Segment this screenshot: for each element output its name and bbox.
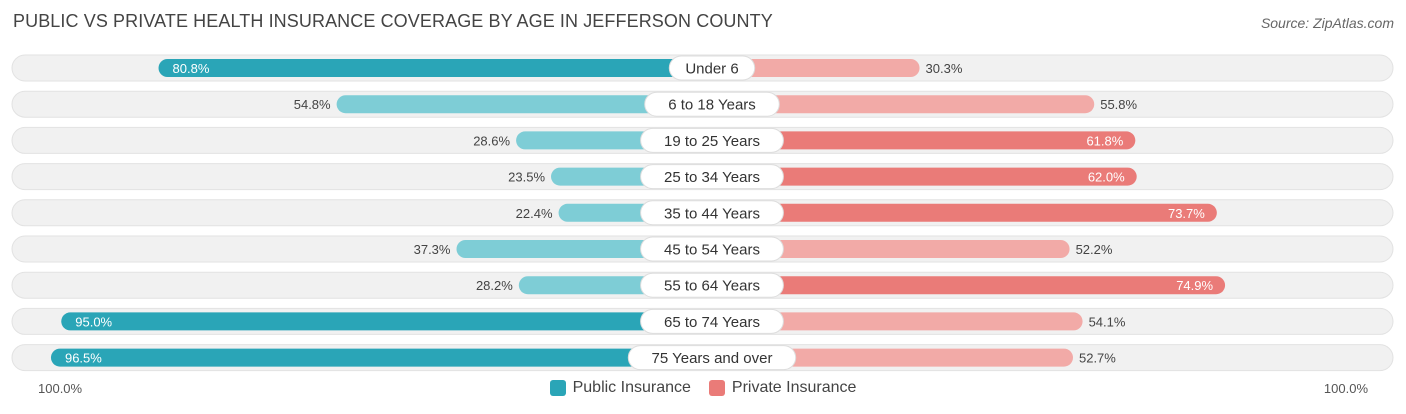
category-pill [644, 91, 780, 117]
private-bar[interactable] [712, 203, 1217, 222]
private-value-label: 30.3% [926, 61, 963, 76]
chart-title: PUBLIC VS PRIVATE HEALTH INSURANCE COVER… [13, 11, 773, 31]
private-bar[interactable] [712, 240, 1070, 258]
public-bar[interactable] [158, 59, 712, 77]
category-label: 19 to 25 Years [664, 133, 760, 150]
public-value-label: 23.5% [508, 170, 545, 185]
category-pill [640, 236, 784, 262]
legend-label-private: Private Insurance [731, 379, 857, 396]
public-value-label: 28.6% [473, 133, 510, 148]
legend-swatch-public [549, 380, 566, 396]
public-value-label: 22.4% [516, 206, 553, 221]
category-pill [640, 308, 784, 334]
category-label: 55 to 64 Years [664, 278, 760, 295]
public-bar[interactable] [50, 348, 713, 367]
category-pill [640, 200, 784, 226]
private-bar[interactable] [712, 59, 920, 77]
private-value-label: 73.7% [1168, 206, 1205, 221]
axis-right-label: 100.0% [1323, 381, 1368, 396]
private-bar[interactable] [712, 312, 1083, 331]
category-label: 6 to 18 Years [668, 97, 756, 114]
axis-left-label: 100.0% [38, 381, 83, 396]
category-pill [640, 127, 784, 153]
public-bar[interactable] [61, 312, 712, 331]
private-value-label: 55.8% [1100, 97, 1137, 112]
category-label: 45 to 54 Years [664, 242, 760, 259]
private-bar[interactable] [712, 131, 1136, 150]
legend-item-private[interactable]: Private Insurance [708, 379, 857, 397]
public-value-label: 37.3% [414, 242, 451, 257]
legend-swatch-private [708, 380, 725, 396]
private-value-label: 61.8% [1086, 133, 1123, 148]
private-value-label: 74.9% [1176, 278, 1213, 293]
category-pill [668, 55, 756, 81]
private-value-label: 52.7% [1079, 351, 1116, 366]
legend-label-public: Public Insurance [572, 379, 691, 396]
private-value-label: 62.0% [1088, 170, 1125, 185]
category-label: 75 Years and over [652, 350, 773, 367]
private-bar[interactable] [712, 276, 1226, 295]
source-label: Source: ZipAtlas.com [1260, 15, 1394, 31]
private-value-label: 54.1% [1089, 314, 1126, 329]
public-value-label: 54.8% [294, 97, 331, 112]
private-bar[interactable] [712, 348, 1073, 367]
public-value-label: 80.8% [173, 61, 210, 76]
category-label: Under 6 [685, 61, 738, 78]
public-value-label: 28.2% [476, 278, 513, 293]
legend-item-public[interactable]: Public Insurance [549, 379, 691, 397]
public-bar[interactable] [336, 95, 712, 114]
category-pill [640, 164, 784, 190]
category-label: 25 to 34 Years [664, 169, 760, 186]
category-label: 65 to 74 Years [664, 314, 760, 331]
category-label: 35 to 44 Years [664, 205, 760, 222]
category-pill [640, 272, 784, 298]
public-value-label: 95.0% [75, 314, 112, 329]
legend: Public Insurance Private Insurance [0, 379, 1406, 397]
category-pill [627, 345, 797, 371]
private-bar[interactable] [712, 167, 1137, 186]
private-bar[interactable] [712, 95, 1095, 114]
private-value-label: 52.2% [1076, 242, 1113, 257]
public-value-label: 96.5% [65, 351, 102, 366]
